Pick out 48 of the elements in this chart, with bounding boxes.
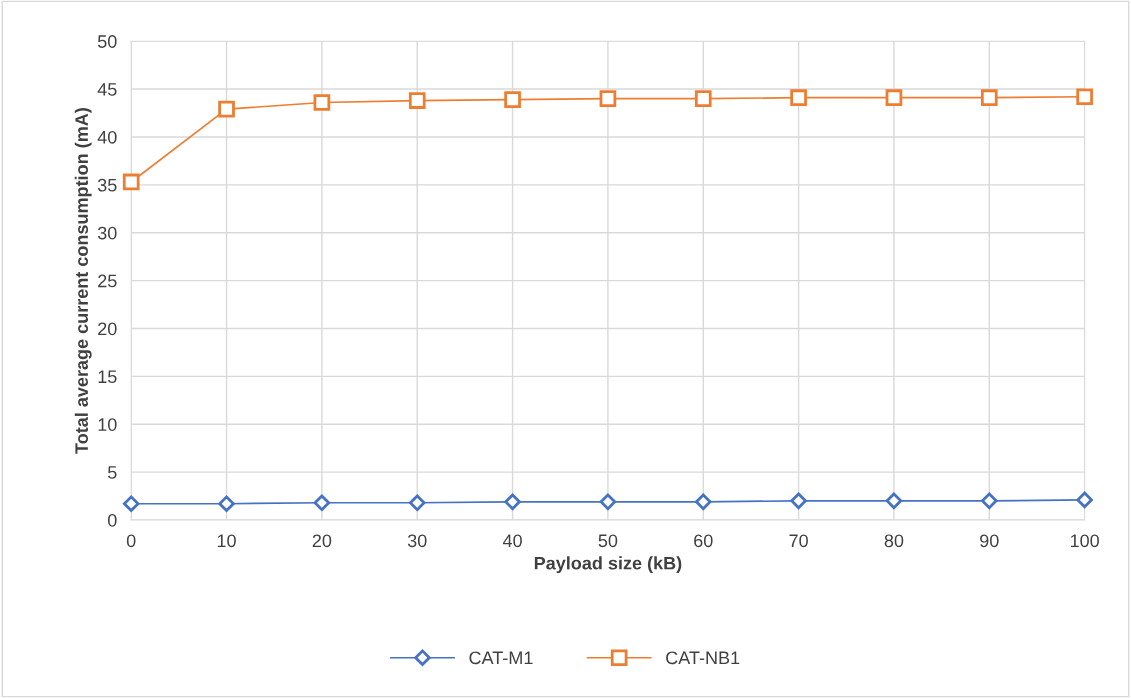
point [122,173,140,191]
x-tick-label: 0 [126,534,136,548]
x-tick-label: 100 [1070,534,1099,548]
y-tick-label: 10 [98,418,117,431]
legend-label: CAT-NB1 [666,651,740,665]
y-tick-label: 0 [107,513,117,527]
point [504,493,521,511]
point [980,89,998,107]
x-tick-label: 80 [884,534,904,548]
x-axis-title: Payload size (kB) [534,556,682,574]
y-tick-label: 15 [98,370,117,384]
x-tick-label: 50 [598,534,618,548]
y-tick-label: 50 [97,35,117,48]
x-tick-label: 30 [407,534,427,548]
x-tick-label: 70 [789,534,808,548]
point [313,494,331,512]
point [885,492,903,510]
point [599,90,617,107]
point [790,89,807,107]
point [504,91,521,108]
point [694,90,712,107]
y-tick-label: 45 [97,83,117,96]
point [313,94,331,111]
point [1076,88,1093,106]
y-tick-label: 5 [107,466,117,479]
y-tick-label: 30 [97,226,117,240]
point [885,89,903,107]
x-tick-label: 90 [980,534,999,548]
y-tick-label: 35 [97,178,117,192]
point [790,492,807,510]
x-tick-label: 40 [502,534,522,548]
x-tick-label: 60 [694,534,713,548]
point [1076,491,1093,509]
y-tick-label: 20 [98,322,117,336]
point [218,495,235,512]
x-tick-label: 10 [217,534,236,548]
y-tick-label: 25 [98,274,117,288]
point [218,100,235,118]
y-tick-label: 40 [97,130,117,144]
y-axis-title: Total average current consumption (mA) [74,108,92,454]
legend-label: CAT-M1 [469,651,533,665]
point [599,493,617,511]
x-tick-label: 20 [312,534,332,548]
point [408,92,426,109]
point [694,493,712,511]
point [981,492,998,510]
point [408,494,426,512]
point [122,495,140,512]
